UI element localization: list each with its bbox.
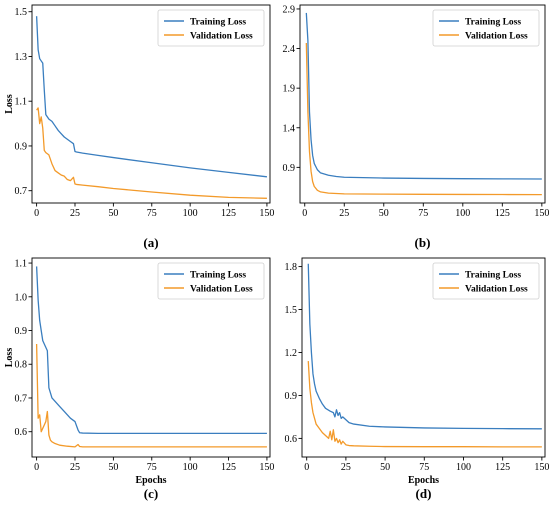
x-tick-label: 75 [419,462,429,473]
y-tick-label: 0.9 [285,391,298,402]
x-tick-label: 100 [183,208,198,219]
y-tick-label: 1.3 [15,52,28,63]
x-tick-label: 125 [495,462,510,473]
y-tick-label: 0.6 [15,427,28,438]
x-tick-label: 125 [495,208,510,219]
y-axis-label: Loss [4,94,15,114]
x-tick-label: 50 [108,462,118,473]
y-tick-label: 0.6 [285,434,298,445]
validation-loss-line [305,43,542,196]
x-tick-label: 25 [70,462,80,473]
legend-entry: Validation Loss [190,285,253,295]
y-tick-label: 1.1 [15,97,28,108]
legend-box [432,262,540,300]
panel-label: (c) [144,486,158,501]
x-tick-label: 50 [379,208,389,219]
y-tick-label: 1.5 [15,7,28,18]
chart-panel-1: 0 25 50 75 100 125 150 0.7 0.9 1.1 1.3 1.5 Loss Train… [4,4,274,250]
x-tick-label: 125 [221,208,236,219]
legend-entry: Training Loss [465,18,521,28]
training-loss-line [307,263,542,430]
x-tick-label: 0 [34,208,39,219]
x-tick-label: 75 [147,462,157,473]
legend-entry: Validation Loss [465,285,528,295]
training-loss-line [35,16,268,178]
legend-box [432,9,540,47]
x-tick-label: 0 [34,462,39,473]
axes-frame [31,4,271,204]
x-tick-label: 25 [70,208,80,219]
y-tick-label: 1.8 [285,262,298,273]
x-tick-label: 25 [341,462,351,473]
y-tick-label: 1.1 [15,259,28,270]
y-tick-label: 0.7 [15,393,28,404]
training-loss-line [305,12,542,180]
legend-entry: Validation Loss [465,32,528,42]
x-tick-label: 50 [108,208,118,219]
x-tick-label: 0 [302,208,307,219]
x-axis-label: Epochs [135,475,166,486]
x-tick-label: 150 [259,462,274,473]
x-tick-label: 150 [534,208,549,219]
y-tick-label: 0.8 [15,360,28,371]
x-tick-label: 0 [304,462,309,473]
y-axis-label: Loss [4,348,15,368]
legend-entry: Training Loss [190,18,246,28]
training-loss-line [35,266,267,435]
legend-box [157,262,265,300]
axes-frame [31,257,271,458]
y-tick-label: 0.9 [283,163,296,174]
x-tick-label: 125 [221,462,236,473]
axes-frame [299,4,546,204]
chart-panel-2: 0 25 50 75 100 125 150 0.9 1.4 1.9 2.4 2.9 Training … [283,4,550,250]
y-tick-label: 0.7 [15,186,28,197]
y-tick-label: 1.2 [285,348,298,359]
legend-entry: Training Loss [190,271,246,281]
validation-loss-line [35,343,267,448]
legend-box [157,9,265,47]
x-axis-label: Epochs [408,475,439,486]
y-tick-label: 1.5 [285,305,298,316]
x-tick-label: 150 [534,462,549,473]
panel-label: (a) [143,235,158,250]
panel-label: (d) [416,486,432,501]
chart-panel-4: 0 25 50 75 100 125 150 0.6 0.9 1.2 1.5 1.8 Epochs Tra… [285,257,549,501]
chart-panel-3: 0 25 50 75 100 125 150 0.6 0.7 0.8 0.9 1.0 1.1 Loss Ep… [4,257,274,501]
y-tick-label: 1.0 [15,292,28,303]
validation-loss-line [36,107,267,199]
x-tick-label: 100 [183,462,198,473]
y-tick-label: 1.9 [283,84,296,95]
legend-entry: Validation Loss [190,32,253,42]
validation-loss-line [307,361,542,448]
x-tick-label: 75 [418,208,428,219]
x-tick-label: 75 [147,208,157,219]
panel-label: (b) [415,235,431,250]
x-tick-label: 100 [456,462,471,473]
x-tick-label: 150 [259,208,274,219]
x-tick-label: 50 [380,462,390,473]
legend-entry: Training Loss [465,271,521,281]
y-tick-label: 0.9 [15,141,28,152]
axes-frame [301,257,546,458]
x-tick-label: 100 [455,208,470,219]
y-tick-label: 2.9 [283,4,296,15]
y-tick-label: 0.9 [15,326,28,337]
y-tick-label: 2.4 [283,44,296,55]
x-tick-label: 25 [339,208,349,219]
y-tick-label: 1.4 [283,123,296,134]
